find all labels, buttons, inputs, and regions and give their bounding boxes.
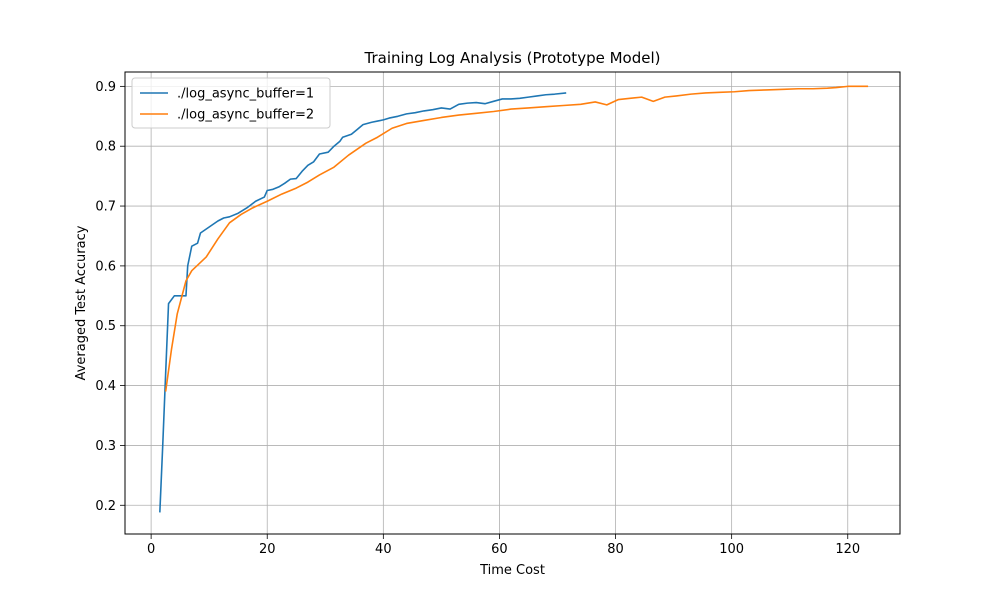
- x-tick-label: 100: [719, 542, 744, 557]
- x-tick-label: 60: [491, 542, 508, 557]
- plot-frame: [124, 71, 901, 535]
- y-tick-label: 0.9: [95, 80, 116, 95]
- y-tick-label: 0.3: [95, 439, 116, 454]
- x-tick-label: 80: [607, 542, 624, 557]
- y-tick-label: 0.4: [95, 379, 116, 394]
- y-axis-label: Averaged Test Accuracy: [74, 225, 89, 380]
- y-tick-label: 0.7: [95, 200, 116, 215]
- chart-title: Training Log Analysis (Prototype Model): [364, 49, 661, 67]
- x-axis-label: Time Cost: [479, 563, 545, 578]
- x-tick-label: 20: [259, 542, 276, 557]
- x-tick-label: 40: [375, 542, 392, 557]
- legend: ./log_async_buffer=1 ./log_async_buffer=2: [131, 77, 331, 129]
- y-tick-label: 0.2: [95, 499, 116, 514]
- y-tick-label: 0.8: [95, 140, 116, 155]
- legend-label-1: ./log_async_buffer=1: [177, 87, 314, 102]
- x-tick-label: 0: [147, 542, 155, 557]
- series-line-1: [159, 92, 567, 513]
- x-tick-label: 120: [835, 542, 860, 557]
- y-tick-label: 0.5: [95, 319, 116, 334]
- legend-label-2: ./log_async_buffer=2: [177, 108, 314, 123]
- series-line-2: [164, 85, 869, 392]
- grid: [125, 72, 900, 534]
- series-layer: [159, 85, 869, 513]
- y-tick-label: 0.6: [95, 259, 116, 274]
- legend-box: [131, 77, 331, 129]
- axis-ticks: 0 20 40 60 80 100 120 0.2 0.3 0.4 0.5 0.6 0.7 0.8 0.9: [95, 80, 860, 557]
